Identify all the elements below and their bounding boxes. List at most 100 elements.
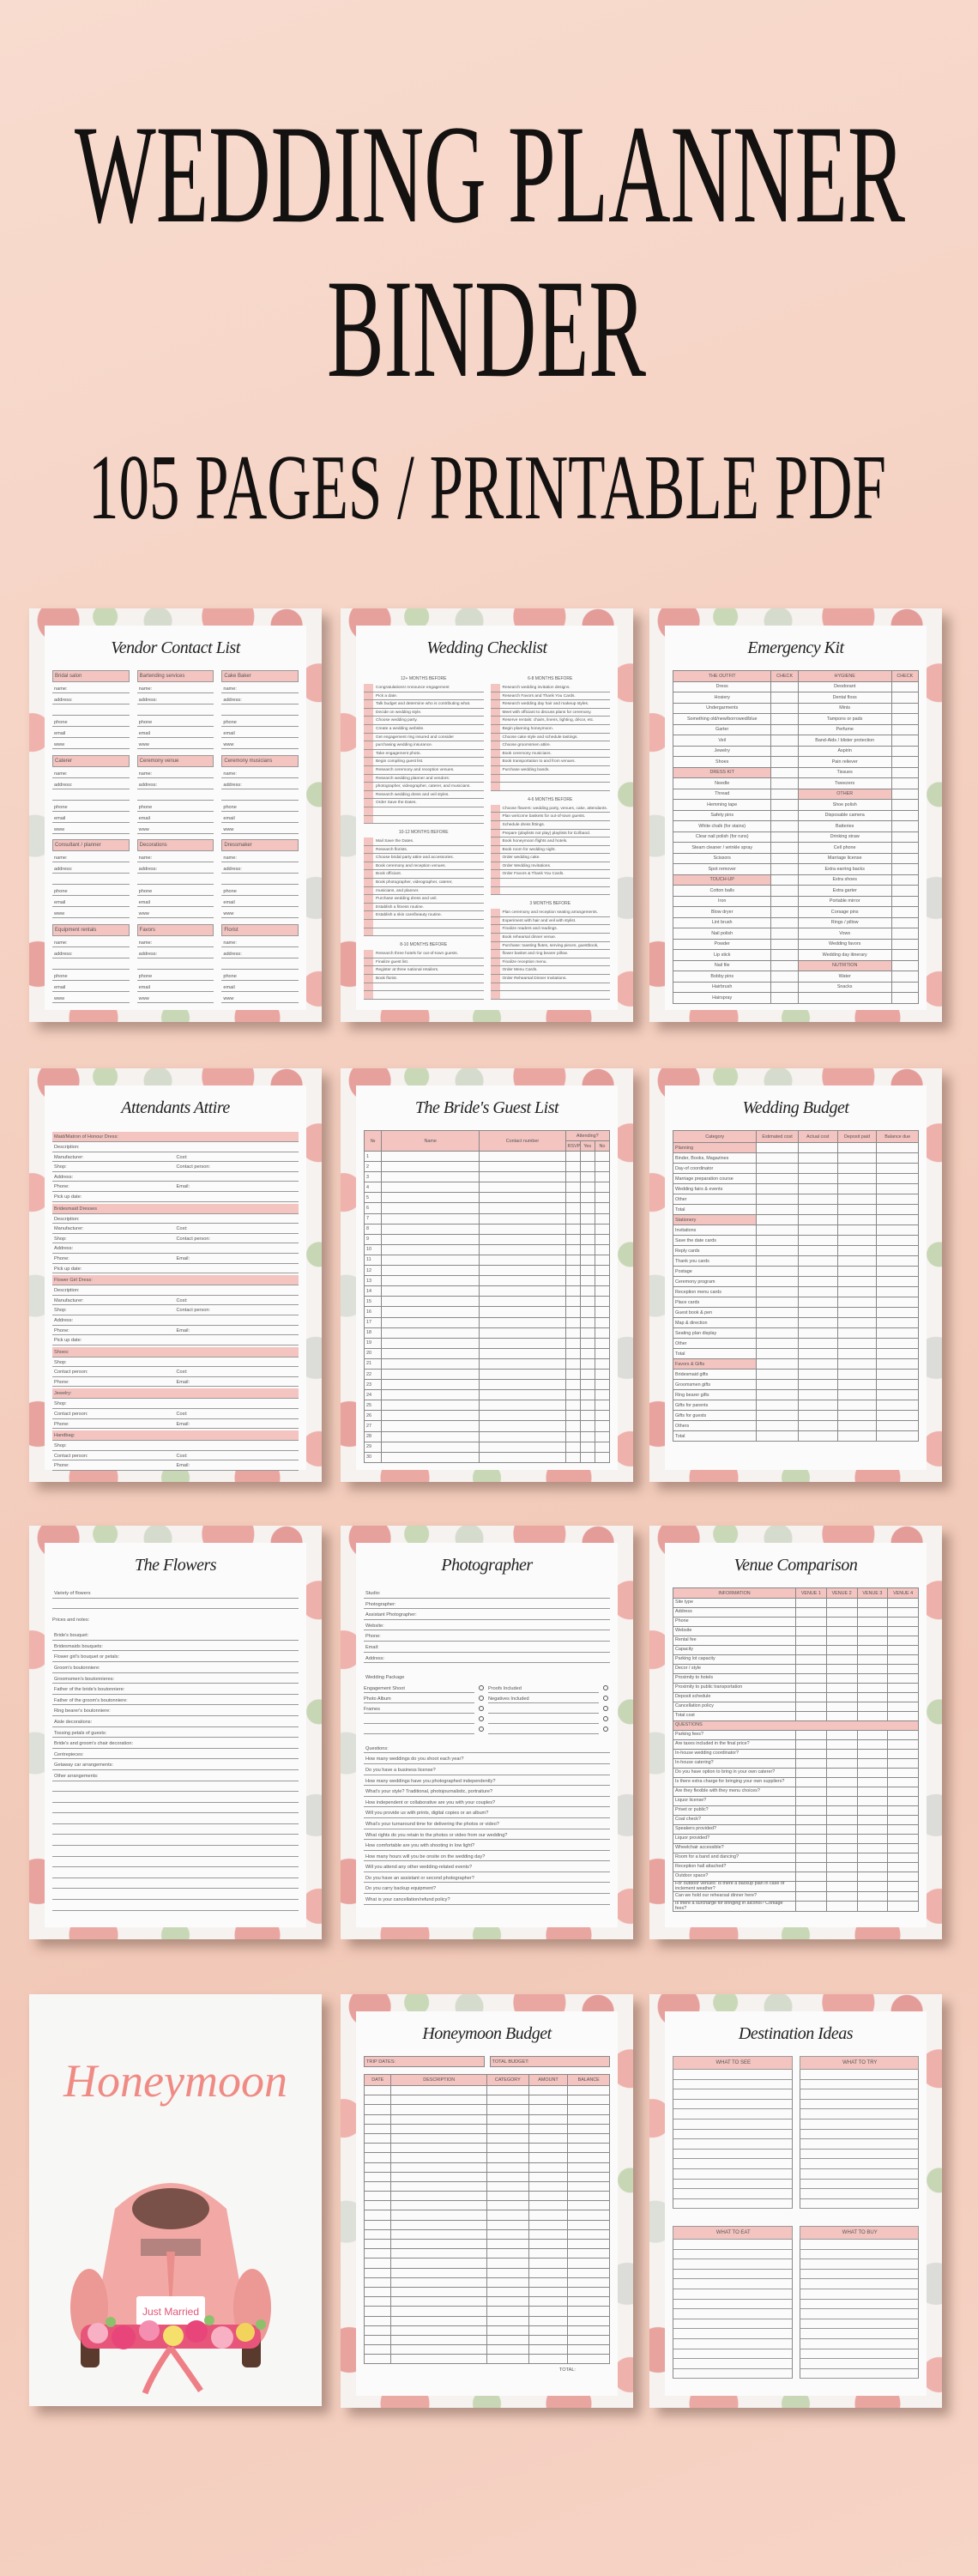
venue-cell xyxy=(825,1891,858,1902)
venue-item: Reception hall attached? xyxy=(673,1862,796,1872)
venue-cell xyxy=(887,1758,919,1769)
destination-line xyxy=(799,2089,919,2100)
vendor-field-line: phone xyxy=(221,716,299,727)
budget-cell xyxy=(876,1163,919,1174)
expense-cell xyxy=(567,2354,610,2365)
destination-line xyxy=(673,2249,793,2260)
guest-cell xyxy=(564,1265,581,1277)
guest-cell xyxy=(594,1430,611,1442)
kit-item: Nail polish xyxy=(672,928,772,940)
check-cell xyxy=(890,863,920,875)
guest-number: 23 xyxy=(363,1379,383,1391)
venue-cell xyxy=(887,1645,919,1655)
checklist-item: Talk budget and determine who is contrib… xyxy=(364,700,484,709)
expense-cell xyxy=(528,2334,569,2346)
kit-item: Dress xyxy=(672,680,772,692)
vendor-field-line: address: xyxy=(221,693,299,704)
package-option xyxy=(488,1714,599,1724)
guest-cell xyxy=(579,1161,595,1173)
budget-cell xyxy=(797,1369,838,1380)
budget-item: Total xyxy=(672,1430,758,1442)
guest-number: 2 xyxy=(363,1161,383,1173)
guest-cell xyxy=(579,1410,595,1422)
attire-field-label: Cost: xyxy=(176,1226,188,1232)
guest-cell xyxy=(564,1316,581,1328)
guest-cell xyxy=(564,1192,581,1204)
guest-number: 26 xyxy=(363,1410,383,1422)
vendor-field-line: name: xyxy=(136,851,214,862)
guest-cell xyxy=(579,1182,595,1194)
flower-item: Tossing petals of guests: xyxy=(52,1727,299,1738)
checklist-section-heading: 12+ MONTHS BEFORE xyxy=(401,676,447,681)
budget-row: Guest book & pen xyxy=(672,1307,919,1318)
kit-row: Hairspray xyxy=(672,992,920,1004)
check-cell xyxy=(890,799,920,811)
vendor-field-line: phone xyxy=(221,801,299,812)
attire-field-label: Phone: xyxy=(54,1421,69,1427)
venue-row: Parking fees? xyxy=(673,1730,919,1740)
kit-item: Tissues xyxy=(797,766,892,778)
budget-item: Invitations xyxy=(672,1225,758,1236)
page-vendor-contact-list: Vendor Contact List Bridal salon name: addr… xyxy=(29,608,322,1022)
venue-cell xyxy=(795,1749,827,1759)
guest-row: 10 xyxy=(363,1243,611,1255)
budget-cell xyxy=(756,1400,799,1411)
expense-cell xyxy=(486,2296,529,2307)
guest-cell xyxy=(594,1192,611,1204)
attire-field-label: Manufacturer: xyxy=(54,1297,84,1303)
budget-cell xyxy=(756,1338,799,1349)
total-label: TOTAL: xyxy=(558,2367,576,2373)
kit-item: Cotton balls xyxy=(672,885,772,897)
checklist-item: Congratulations! Announce engagement xyxy=(364,684,484,692)
expense-cell xyxy=(528,2084,569,2096)
kit-item: Snacks xyxy=(797,981,892,993)
blank-line xyxy=(52,1867,299,1878)
page-panel: Destination Ideas WHAT TO SEE WHAT TO TRY W… xyxy=(665,2011,927,2396)
checklist-item: Begin compiling guest list. xyxy=(364,758,484,766)
venue-item: Website xyxy=(673,1626,796,1636)
destination-line xyxy=(799,2329,919,2339)
guest-cell xyxy=(479,1347,566,1359)
checklist-item: Order wedding cake. xyxy=(490,854,610,862)
kit-row: Hemming tape Shoe polish xyxy=(672,799,920,811)
venue-row: Phone xyxy=(673,1617,919,1627)
guest-cell xyxy=(479,1410,566,1422)
photographer-question: What's your style? Traditional, photojou… xyxy=(364,1786,610,1797)
hero-subtitle: 105 PAGES / PRINTABLE PDF xyxy=(88,437,886,539)
check-cell xyxy=(770,713,799,725)
check-cell xyxy=(890,680,920,692)
venue-cell xyxy=(795,1692,827,1702)
destination-line xyxy=(673,2269,793,2280)
kit-item: Band-Aids / blister protection xyxy=(797,735,892,747)
vendor-field-line: address: xyxy=(221,778,299,789)
package-option xyxy=(364,1714,474,1724)
guest-cell xyxy=(594,1161,611,1173)
guest-cell xyxy=(579,1212,595,1225)
vendor-grid: Bridal salon name: address: phone email www Ba… xyxy=(52,670,299,1003)
check-cell xyxy=(770,906,799,918)
guest-number: 8 xyxy=(363,1223,383,1235)
attire-field-row: Contact person: Cost: xyxy=(52,1451,299,1461)
venue-cell xyxy=(825,1815,858,1825)
col-no: No xyxy=(594,1140,611,1152)
page-title: The Flowers xyxy=(134,1556,217,1575)
expense-cell xyxy=(567,2095,610,2106)
guest-cell xyxy=(564,1347,581,1359)
venue-row: Reception hall attached? xyxy=(673,1862,919,1872)
guest-number: 30 xyxy=(363,1451,383,1463)
guest-cell xyxy=(381,1358,480,1370)
column-header: VENUE 1 xyxy=(795,1587,827,1599)
vendor-field-line xyxy=(52,958,130,970)
expense-cell xyxy=(390,2104,487,2115)
attire-field-label: Email: xyxy=(176,1184,190,1190)
guest-cell xyxy=(381,1171,480,1183)
destination-line xyxy=(673,2189,793,2199)
vendor-field-line: www xyxy=(221,907,299,918)
col-yes: Yes xyxy=(579,1140,595,1152)
budget-cell xyxy=(836,1173,878,1184)
expense-cell xyxy=(363,2267,392,2278)
guest-cell xyxy=(381,1451,480,1463)
photographer-form: Studio: Photographer: Assistant Photograph… xyxy=(364,1587,610,1920)
check-cell xyxy=(770,799,799,811)
flower-item: Flower girl's bouquet or petals: xyxy=(52,1651,299,1662)
